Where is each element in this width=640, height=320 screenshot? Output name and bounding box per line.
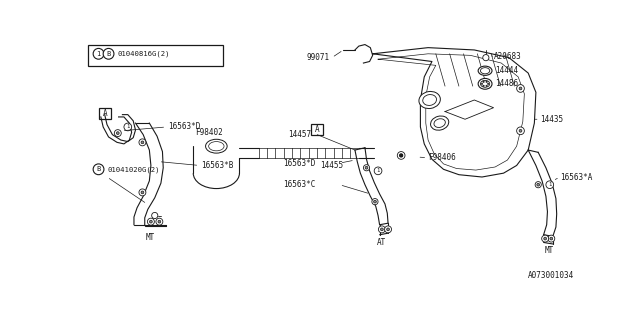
- Text: B: B: [106, 51, 111, 57]
- Text: 14486: 14486: [495, 79, 518, 88]
- Circle shape: [397, 152, 405, 159]
- Circle shape: [150, 220, 152, 223]
- Circle shape: [147, 218, 154, 225]
- Text: 14435: 14435: [541, 115, 564, 124]
- Text: A20683: A20683: [493, 52, 522, 60]
- Circle shape: [93, 164, 104, 175]
- Circle shape: [516, 127, 524, 135]
- Text: F98402: F98402: [196, 128, 223, 137]
- Text: 1: 1: [97, 51, 100, 57]
- Circle shape: [141, 141, 144, 144]
- Circle shape: [519, 129, 522, 132]
- Circle shape: [374, 167, 382, 175]
- Circle shape: [548, 235, 555, 242]
- Circle shape: [488, 83, 489, 84]
- Text: 16563*B: 16563*B: [201, 161, 234, 170]
- Text: B: B: [97, 166, 100, 172]
- Circle shape: [385, 226, 392, 233]
- Bar: [99, 108, 111, 119]
- Bar: [88, 44, 223, 66]
- Text: 99071: 99071: [307, 53, 330, 62]
- Circle shape: [481, 83, 483, 84]
- Text: 14457: 14457: [288, 130, 311, 139]
- Circle shape: [486, 81, 488, 83]
- Circle shape: [378, 226, 385, 233]
- Text: 1: 1: [376, 168, 380, 173]
- Circle shape: [374, 200, 376, 203]
- Circle shape: [103, 48, 114, 59]
- Circle shape: [158, 220, 161, 223]
- Circle shape: [93, 48, 104, 59]
- Bar: [311, 124, 323, 135]
- Text: 14455: 14455: [320, 161, 344, 170]
- Text: A073001034: A073001034: [528, 271, 575, 280]
- Circle shape: [387, 228, 390, 231]
- Circle shape: [486, 85, 488, 87]
- Ellipse shape: [431, 116, 449, 130]
- Text: A: A: [315, 125, 319, 134]
- Circle shape: [541, 235, 548, 242]
- Ellipse shape: [434, 119, 445, 127]
- Ellipse shape: [205, 139, 227, 153]
- Text: 16563*D: 16563*D: [168, 123, 200, 132]
- Circle shape: [483, 85, 484, 87]
- Ellipse shape: [481, 80, 490, 87]
- Text: 16563*D: 16563*D: [284, 159, 316, 168]
- Text: 1: 1: [548, 182, 552, 187]
- Text: 14444: 14444: [495, 66, 518, 75]
- Circle shape: [141, 191, 144, 194]
- Text: MT: MT: [545, 246, 554, 255]
- Circle shape: [156, 218, 163, 225]
- Circle shape: [364, 165, 369, 171]
- Circle shape: [372, 198, 378, 205]
- Circle shape: [516, 84, 524, 92]
- Circle shape: [400, 154, 403, 157]
- Text: AT: AT: [377, 238, 387, 247]
- Circle shape: [399, 154, 403, 157]
- Ellipse shape: [209, 141, 224, 151]
- Text: 01041020G(2): 01041020G(2): [107, 166, 159, 172]
- Circle shape: [381, 228, 383, 231]
- Circle shape: [544, 237, 547, 240]
- Text: 01040816G(2): 01040816G(2): [118, 51, 170, 57]
- Text: 16563*C: 16563*C: [284, 180, 316, 189]
- Circle shape: [139, 189, 146, 196]
- Circle shape: [365, 166, 368, 169]
- Text: MT: MT: [145, 233, 155, 242]
- Circle shape: [535, 182, 541, 188]
- Text: 16563*A: 16563*A: [561, 172, 593, 181]
- Circle shape: [483, 81, 484, 83]
- Circle shape: [483, 55, 489, 61]
- Ellipse shape: [478, 66, 492, 76]
- Circle shape: [115, 130, 121, 137]
- Text: 1: 1: [126, 124, 129, 130]
- Text: F98406: F98406: [428, 153, 456, 162]
- Circle shape: [550, 237, 553, 240]
- Circle shape: [124, 123, 132, 131]
- Ellipse shape: [481, 68, 490, 74]
- Ellipse shape: [478, 78, 492, 89]
- Circle shape: [139, 139, 146, 146]
- Ellipse shape: [419, 92, 440, 108]
- Circle shape: [116, 132, 119, 134]
- Ellipse shape: [423, 94, 436, 106]
- Circle shape: [546, 181, 554, 188]
- Circle shape: [152, 212, 158, 219]
- Circle shape: [519, 87, 522, 90]
- Circle shape: [537, 183, 540, 186]
- Text: A: A: [102, 109, 107, 118]
